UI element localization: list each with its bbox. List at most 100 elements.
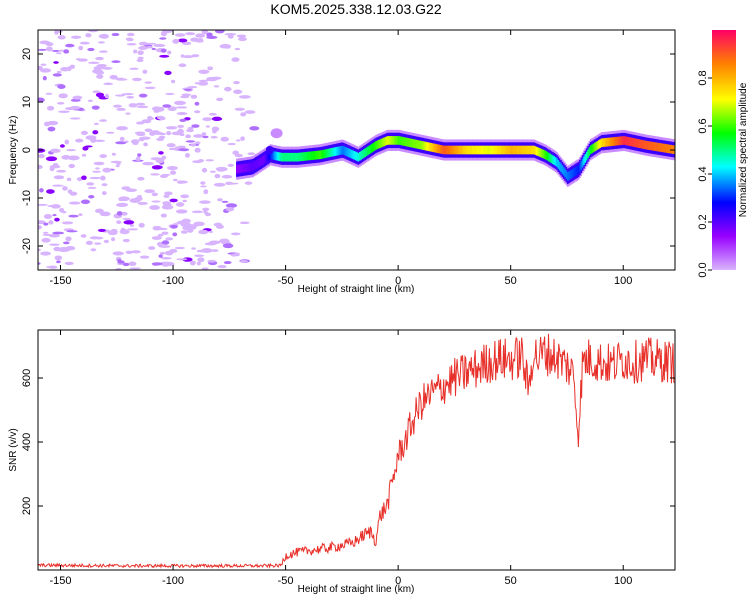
ridge-core bbox=[629, 137, 631, 146]
noise-blob bbox=[122, 217, 132, 221]
noise-blob bbox=[111, 152, 116, 156]
noise-blob bbox=[204, 242, 217, 246]
noise-blob bbox=[51, 184, 64, 187]
x-tick-label: 50 bbox=[505, 575, 517, 587]
ridge-core bbox=[310, 151, 312, 161]
ridge-core bbox=[462, 145, 465, 155]
noise-blob bbox=[162, 30, 173, 34]
noise-blob bbox=[159, 251, 166, 255]
ridge-core bbox=[620, 136, 623, 145]
noise-blob bbox=[236, 34, 247, 38]
ridge-core bbox=[286, 152, 288, 162]
colorbar-gradient bbox=[712, 30, 736, 270]
noise-blob bbox=[138, 222, 145, 228]
noise-blob bbox=[40, 251, 51, 256]
x-tick-label: -50 bbox=[278, 575, 294, 587]
noise-blob bbox=[151, 47, 156, 51]
ridge-core bbox=[530, 145, 533, 155]
noise-blob bbox=[190, 94, 198, 99]
ridge-core bbox=[467, 145, 469, 155]
noise-blob bbox=[126, 37, 134, 42]
noise-blob bbox=[177, 145, 186, 149]
noise-blob bbox=[88, 195, 95, 199]
noise-blob bbox=[180, 194, 190, 199]
ridge-core bbox=[250, 162, 253, 172]
ridge-core bbox=[322, 149, 325, 159]
ridge-core bbox=[400, 136, 403, 146]
ridge-core bbox=[380, 138, 383, 148]
noise-blob bbox=[50, 148, 61, 153]
ridge-core bbox=[576, 166, 579, 175]
ridge-core bbox=[527, 145, 530, 155]
noise-blob bbox=[76, 177, 83, 182]
noise-blob bbox=[153, 43, 166, 48]
ridge-core bbox=[458, 145, 461, 155]
ridge-blob bbox=[265, 146, 274, 154]
ridge-core bbox=[383, 137, 385, 147]
noise-blob bbox=[174, 100, 186, 106]
noise-blob bbox=[109, 74, 118, 80]
noise-blob bbox=[38, 153, 45, 159]
noise-blob bbox=[144, 189, 155, 194]
ridge-core bbox=[575, 166, 577, 176]
noise-blob bbox=[164, 191, 173, 196]
noise-blob bbox=[202, 117, 213, 122]
ridge-core bbox=[442, 145, 445, 155]
ridge-core bbox=[538, 147, 541, 157]
ridge-core bbox=[669, 144, 672, 154]
noise-blob bbox=[197, 81, 209, 86]
ridge-core bbox=[407, 138, 410, 147]
noise-blob bbox=[224, 86, 232, 92]
ridge-core bbox=[265, 153, 268, 162]
noise-blob bbox=[161, 155, 167, 160]
ridge-core bbox=[606, 137, 608, 147]
noise-blob bbox=[180, 230, 188, 234]
noise-blob bbox=[137, 176, 145, 181]
ridge-core bbox=[549, 153, 552, 163]
noise-blob bbox=[165, 237, 174, 241]
x-tick-label: 0 bbox=[395, 275, 401, 287]
noise-blob bbox=[184, 153, 190, 158]
noise-blob bbox=[111, 237, 116, 242]
ridge-core bbox=[404, 137, 407, 147]
noise-blob bbox=[137, 56, 144, 60]
noise-blob bbox=[177, 38, 188, 43]
ridge-core bbox=[319, 150, 322, 160]
noise-blob bbox=[167, 106, 177, 112]
noise-blob bbox=[41, 237, 51, 243]
noise-blob bbox=[151, 236, 162, 240]
ridge-core bbox=[288, 152, 291, 162]
ridge-core bbox=[647, 141, 650, 150]
ridge-core bbox=[584, 154, 587, 163]
noise-blob bbox=[158, 245, 171, 248]
noise-blob bbox=[128, 103, 138, 108]
ridge-core bbox=[579, 163, 581, 172]
ridge-core bbox=[483, 145, 485, 155]
noise-blob bbox=[63, 49, 70, 54]
ridge-core bbox=[654, 142, 657, 151]
ridge-core bbox=[611, 137, 614, 146]
noise-blob bbox=[172, 38, 180, 44]
ridge-core bbox=[569, 170, 572, 179]
ridge-core bbox=[604, 138, 607, 147]
noise-blob bbox=[115, 203, 125, 207]
ridge-core bbox=[344, 146, 346, 156]
noise-blob bbox=[92, 130, 99, 135]
noise-blob bbox=[101, 67, 113, 70]
ridge-core bbox=[452, 145, 454, 155]
noise-blob bbox=[205, 125, 210, 128]
noise-blob bbox=[56, 169, 67, 173]
noise-blob bbox=[52, 214, 57, 217]
noise-blob bbox=[78, 45, 84, 51]
ridge-core bbox=[429, 142, 431, 152]
noise-blob bbox=[129, 267, 141, 270]
ridge-core bbox=[411, 138, 414, 148]
ridge-core bbox=[602, 138, 604, 147]
ridge-core bbox=[402, 136, 404, 146]
ridge-core bbox=[248, 163, 250, 172]
noise-blob bbox=[66, 177, 72, 182]
noise-blob bbox=[58, 110, 70, 113]
ridge-core bbox=[457, 145, 460, 155]
ridge-core bbox=[318, 150, 321, 160]
